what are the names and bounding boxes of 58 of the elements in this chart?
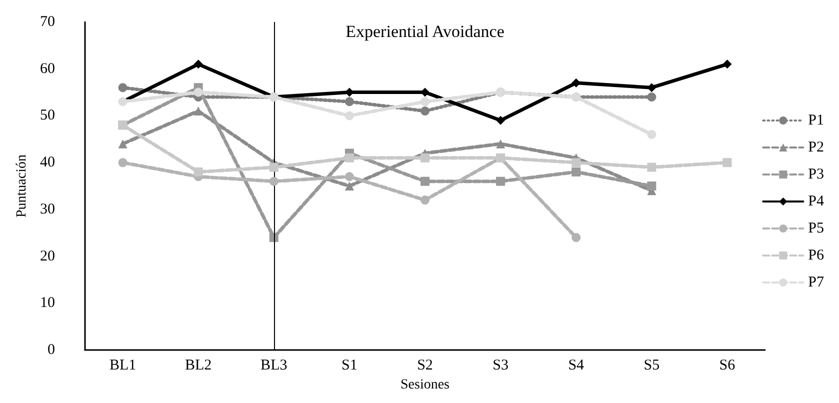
x-axis-title: Sesiones bbox=[400, 377, 450, 392]
y-tick-label: 40 bbox=[40, 154, 55, 171]
point bbox=[269, 162, 278, 172]
legend-label: P5 bbox=[808, 220, 824, 236]
point bbox=[118, 158, 128, 168]
point bbox=[647, 130, 656, 139]
x-tick-label: BL3 bbox=[260, 358, 288, 374]
point bbox=[194, 60, 203, 69]
y-tick-label: 50 bbox=[40, 108, 55, 124]
point bbox=[420, 106, 430, 116]
point bbox=[496, 176, 506, 186]
point bbox=[344, 111, 354, 120]
point bbox=[572, 233, 581, 242]
point bbox=[344, 153, 354, 162]
point bbox=[344, 172, 354, 182]
legend-label: P2 bbox=[808, 140, 824, 156]
point bbox=[344, 97, 354, 106]
point bbox=[647, 182, 656, 190]
y-tick-label: 30 bbox=[40, 201, 55, 218]
x-tick-label: S3 bbox=[492, 358, 508, 374]
legend-label: P1 bbox=[808, 112, 824, 128]
chart-title: Experiential Avoidance bbox=[346, 22, 504, 41]
y-tick-label: 10 bbox=[40, 295, 55, 312]
point bbox=[420, 153, 430, 162]
point bbox=[420, 176, 430, 186]
x-tick-label: S4 bbox=[568, 358, 585, 374]
x-tick-label: BL1 bbox=[109, 358, 136, 374]
point bbox=[572, 158, 581, 168]
point bbox=[194, 167, 203, 176]
x-tick-label: BL2 bbox=[184, 358, 212, 374]
legend-label: P6 bbox=[808, 248, 824, 264]
point bbox=[194, 88, 203, 97]
y-tick-label: 20 bbox=[40, 248, 55, 264]
point bbox=[722, 158, 732, 168]
point bbox=[118, 139, 128, 148]
x-tick-label: S2 bbox=[417, 358, 433, 374]
point bbox=[496, 139, 506, 148]
point bbox=[722, 60, 732, 69]
point bbox=[647, 162, 656, 172]
point bbox=[572, 167, 581, 176]
x-tick-label: S1 bbox=[342, 358, 358, 374]
point bbox=[496, 116, 506, 125]
y-tick-label: 70 bbox=[40, 14, 55, 30]
point bbox=[194, 106, 203, 116]
x-tick-label: S6 bbox=[719, 358, 736, 374]
point bbox=[420, 196, 430, 205]
legend-label: P3 bbox=[808, 166, 824, 182]
legend-label: P4 bbox=[808, 194, 824, 210]
y-tick-label: 0 bbox=[48, 342, 55, 358]
y-tick-label: 60 bbox=[40, 60, 55, 77]
y-axis-title: Puntuación bbox=[14, 154, 30, 218]
point bbox=[269, 176, 278, 186]
point bbox=[647, 92, 656, 102]
point bbox=[118, 83, 128, 92]
point bbox=[420, 97, 430, 106]
legend-label: P7 bbox=[808, 274, 824, 290]
x-tick-label: S5 bbox=[644, 358, 660, 374]
point bbox=[344, 182, 354, 190]
